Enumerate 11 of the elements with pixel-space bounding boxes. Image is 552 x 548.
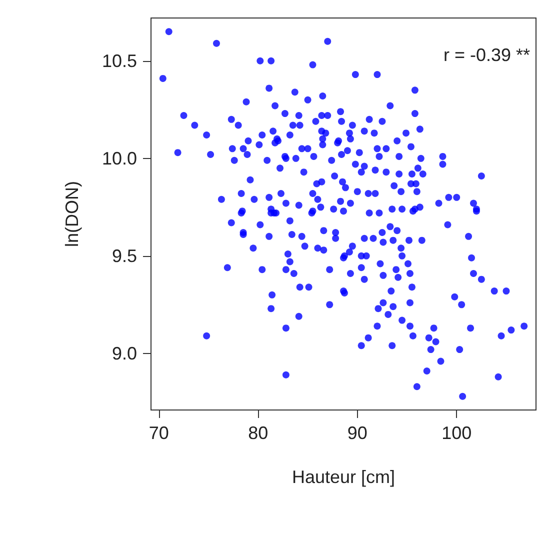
annotation: r = -0.39 ** [443,45,530,65]
x-axis-title: Hauteur [cm] [292,467,396,487]
y-tick-label: 9.0 [112,343,137,364]
y-tick-label: 10.5 [102,50,137,71]
x-tick-label: 80 [248,423,268,443]
y-tick-label: 10.0 [102,148,137,168]
x-tick-label: 90 [347,423,368,443]
y-tick-label: 9.5 [112,246,137,266]
x-tick-label: 70 [148,423,169,443]
x-tick-label: 100 [442,423,472,443]
y-axis-title: ln(DON) [62,181,82,247]
